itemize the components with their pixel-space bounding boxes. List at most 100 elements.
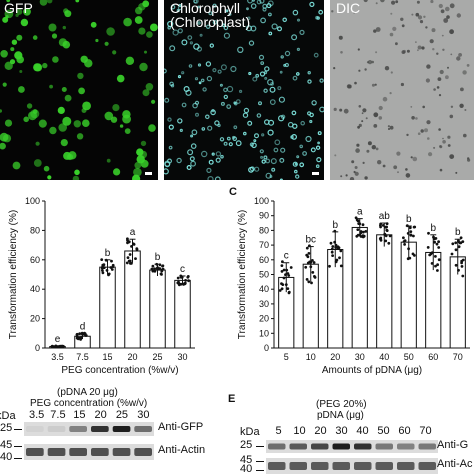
cell-dot: [247, 120, 253, 126]
cell-dot: [269, 86, 276, 93]
cell-dot: [353, 12, 355, 14]
cell-dot: [277, 86, 282, 91]
cell-dot: [252, 76, 258, 82]
cell-dot: [197, 63, 202, 67]
cell-dot: [268, 31, 273, 36]
cell-dot: [172, 29, 179, 36]
blot-background: [266, 440, 438, 453]
cell-dot: [450, 105, 454, 109]
y-tick-label: 80: [30, 225, 40, 235]
gfp-image: [0, 0, 158, 180]
cell-dot: [291, 133, 298, 140]
cell-dot: [223, 87, 228, 93]
blot-band: [375, 443, 393, 450]
cell-dot: [273, 147, 279, 153]
blot-band: [112, 448, 131, 456]
bar: [351, 226, 368, 349]
cell-dot: [389, 125, 394, 130]
cell-dot: [169, 45, 176, 52]
cell-dot: [388, 128, 390, 130]
cell-dot: [245, 25, 252, 32]
cell-dot: [375, 147, 379, 151]
cell-dot: [134, 161, 142, 169]
cell-dot: [10, 47, 15, 52]
cell-dot: [428, 152, 433, 157]
cell-dot: [296, 72, 300, 76]
data-point: [356, 228, 360, 231]
lane-label: 15: [73, 409, 86, 421]
blot-d-tick-45: [14, 446, 22, 447]
data-point: [409, 233, 413, 237]
data-point: [385, 229, 389, 232]
data-point: [130, 245, 133, 248]
data-point: [378, 237, 382, 241]
data-point: [460, 265, 464, 268]
cell-dot: [292, 75, 298, 81]
cell-dot: [436, 86, 440, 89]
cell-dot: [49, 84, 53, 89]
cell-dot: [0, 50, 8, 58]
cell-dot: [280, 114, 286, 120]
cell-dot: [11, 39, 18, 45]
blot-d-tick-25: [14, 429, 22, 430]
cell-dot: [207, 125, 213, 131]
data-point: [161, 267, 165, 271]
data-point: [361, 234, 365, 237]
bar: [99, 266, 116, 349]
cell-dot: [300, 120, 306, 126]
cell-dot: [20, 18, 29, 27]
x-tick-label: 3.5: [51, 352, 64, 362]
cell-dot: [311, 100, 317, 106]
cell-dot: [365, 117, 368, 120]
data-point: [278, 289, 282, 292]
cell-dot: [208, 159, 214, 165]
cell-dot: [349, 177, 355, 180]
cell-dot: [4, 61, 13, 70]
blot-band: [375, 462, 393, 470]
cell-dot: [415, 12, 420, 17]
y-tick-label: 0: [35, 343, 40, 353]
cell-dot: [279, 157, 285, 163]
data-point: [130, 262, 133, 265]
significance-letter: c: [284, 251, 289, 262]
cell-dot: [431, 28, 436, 33]
cell-dot: [226, 85, 234, 93]
cell-dot: [62, 116, 72, 126]
cell-dot: [49, 126, 57, 135]
cell-dot: [261, 159, 266, 164]
cell-dot: [449, 3, 455, 9]
cell-dot: [459, 103, 464, 109]
blot-d-gfp-strip: [24, 422, 154, 436]
cell-dot: [63, 8, 69, 14]
cell-dot: [176, 157, 182, 164]
blot-e-kda: kDa: [240, 426, 260, 438]
data-point: [437, 258, 441, 262]
cell-dot: [252, 0, 255, 2]
cell-dot: [223, 25, 229, 31]
blot-e-actin-strip: [266, 458, 438, 474]
cell-dot: [6, 0, 11, 3]
cell-dot: [265, 158, 271, 164]
data-point: [459, 236, 463, 240]
cell-dot: [380, 0, 385, 3]
data-point: [151, 269, 155, 273]
cell-dot: [237, 46, 244, 54]
cell-dot: [256, 113, 262, 118]
cell-dot: [193, 0, 199, 4]
cell-dot: [18, 86, 25, 93]
blot-d-header-1: (pDNA 20 μg): [57, 387, 118, 398]
cell-dot: [256, 0, 262, 5]
cell-dot: [382, 96, 388, 102]
blot-d-lane-labels: 3.5 7.5 15 20 25 30: [26, 409, 154, 423]
blot-band: [69, 426, 87, 432]
cell-dot: [230, 65, 237, 73]
x-axis-label: PEG concentration (%w/v): [61, 365, 178, 376]
cell-dot: [194, 100, 200, 105]
data-point: [454, 263, 458, 267]
cell-dot: [140, 140, 147, 147]
x-tick-label: 25: [152, 352, 162, 362]
cell-dot: [280, 147, 286, 153]
cell-dot: [142, 89, 150, 97]
blot-background: [24, 422, 154, 436]
cell-dot: [382, 164, 386, 168]
